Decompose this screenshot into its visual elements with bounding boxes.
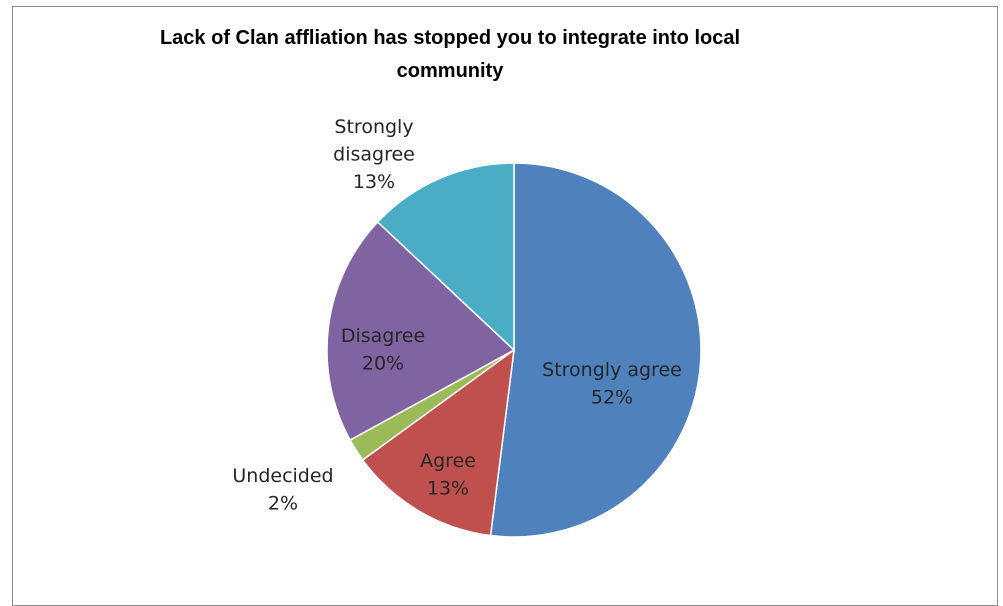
slice-label-agree: Agree 13% — [420, 450, 476, 500]
slice-value-strongly-disagree: 13% — [353, 171, 395, 193]
slice-value-strongly-agree: 52% — [591, 387, 633, 409]
slice-label-undecided: Undecided 2% — [232, 465, 333, 515]
slice-value-undecided: 2% — [268, 493, 298, 515]
pie-slice-strongly-disagree — [376, 162, 515, 352]
slice-label-strongly-agree: Strongly agree 52% — [542, 359, 682, 409]
pie-slice-strongly-agree — [489, 162, 702, 538]
pie-slice-disagree — [326, 220, 516, 442]
slice-label-disagree: Disagree 20% — [341, 325, 425, 375]
pie-slice-agree — [361, 348, 515, 537]
slice-value-disagree: 20% — [362, 353, 404, 375]
chart-title-line-2: community — [397, 60, 505, 82]
slice-value-agree: 13% — [427, 478, 469, 500]
pie-chart: Lack of Clan affliation has stopped you … — [160, 27, 740, 538]
slice-label-strongly-disagree: Strongly disagree 13% — [333, 116, 415, 193]
chart-title-line-1: Lack of Clan affliation has stopped you … — [160, 27, 740, 49]
